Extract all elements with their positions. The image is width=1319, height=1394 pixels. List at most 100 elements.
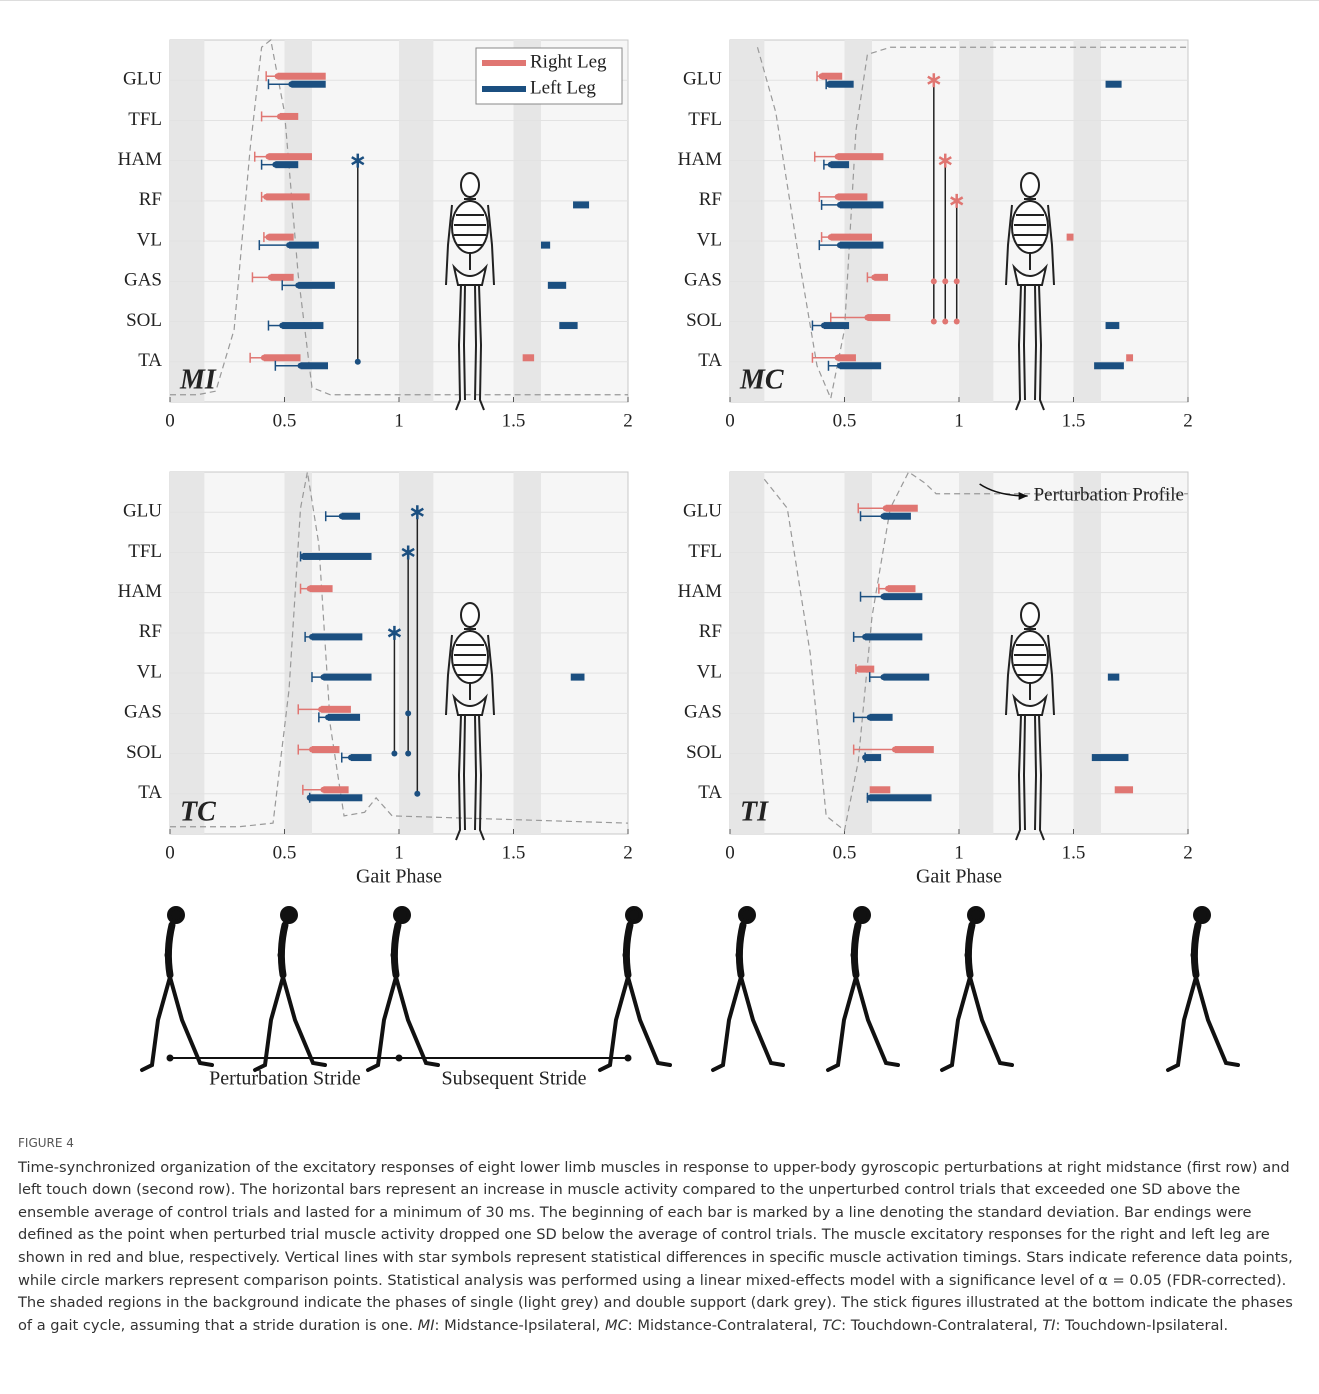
response-bar — [266, 193, 310, 200]
y-tick-label: RF — [699, 189, 722, 210]
comparison-point — [954, 319, 960, 325]
y-tick-label: TA — [698, 782, 722, 803]
response-bar — [303, 553, 372, 560]
x-tick-label: 1.5 — [1062, 410, 1086, 431]
response-bar — [1067, 234, 1074, 241]
stick-figure — [942, 908, 1012, 1070]
abbreviation: TC — [822, 1317, 841, 1334]
stick-figure — [600, 908, 670, 1070]
stick-figure — [368, 908, 438, 1070]
comparison-point — [414, 791, 420, 797]
double-support-band — [285, 472, 312, 834]
x-tick-label: 0 — [725, 410, 735, 431]
response-bar — [342, 513, 360, 520]
abbreviation: MI — [418, 1317, 435, 1334]
x-tick-label: 2 — [1183, 842, 1193, 863]
caption-text: Time-synchronized organization of the ex… — [18, 1159, 1293, 1334]
response-bar — [321, 706, 351, 713]
response-bar — [541, 242, 550, 249]
response-bar — [1126, 354, 1133, 361]
response-bar — [867, 314, 890, 321]
response-bar — [888, 585, 915, 592]
response-bar — [840, 362, 881, 369]
double-support-band — [1074, 40, 1101, 402]
top-rule — [0, 0, 1319, 1]
response-bar — [895, 746, 934, 753]
y-tick-label: RF — [139, 621, 162, 642]
x-tick-label: 2 — [1183, 410, 1193, 431]
response-bar — [1094, 362, 1124, 369]
stride-dot — [167, 1055, 174, 1062]
x-axis-label: Gait Phase — [356, 866, 442, 888]
y-tick-label: GLU — [683, 501, 722, 522]
response-bar — [280, 113, 298, 120]
response-bar — [275, 161, 298, 168]
response-bar — [312, 746, 339, 753]
response-bar — [323, 786, 348, 793]
response-bar — [328, 714, 360, 721]
double-support-band — [170, 40, 204, 402]
y-tick-label: TFL — [128, 109, 162, 130]
panel-label: MI — [179, 364, 217, 395]
x-tick-label: 1 — [954, 410, 964, 431]
stick-figure — [142, 908, 212, 1070]
response-bar — [838, 153, 884, 160]
stride-label: Subsequent Stride — [442, 1068, 587, 1090]
double-support-band — [959, 40, 993, 402]
comparison-point — [954, 278, 960, 284]
y-tick-label: SOL — [686, 310, 722, 331]
response-bar — [824, 322, 849, 329]
response-bar — [870, 794, 932, 801]
double-support-band — [959, 472, 993, 834]
y-tick-label: GLU — [123, 69, 162, 90]
response-bar — [571, 674, 585, 681]
response-bar — [548, 282, 566, 289]
response-bar — [1092, 754, 1129, 761]
x-tick-label: 0.5 — [273, 842, 297, 863]
x-tick-label: 1.5 — [502, 842, 526, 863]
abbreviation-text: : Midstance-Ipsilateral, — [435, 1317, 605, 1334]
response-bar — [840, 242, 884, 249]
y-tick-label: GAS — [124, 702, 162, 723]
y-tick-label: TFL — [128, 541, 162, 562]
comparison-point — [931, 278, 937, 284]
response-bar — [271, 274, 294, 281]
caption-body: Time-synchronized organization of the ex… — [18, 1157, 1304, 1338]
response-bar — [883, 674, 929, 681]
response-bar — [822, 73, 843, 80]
response-bar — [264, 354, 301, 361]
response-bar — [874, 274, 888, 281]
response-bar — [312, 633, 362, 640]
double-support-band — [730, 472, 764, 834]
double-support-band — [1074, 472, 1101, 834]
x-tick-label: 2 — [623, 410, 633, 431]
x-tick-label: 0 — [165, 410, 175, 431]
y-tick-label: RF — [139, 189, 162, 210]
response-bar — [268, 234, 293, 241]
double-support-band — [399, 40, 433, 402]
x-tick-label: 0 — [725, 842, 735, 863]
comparison-point — [405, 751, 411, 757]
response-bar — [268, 153, 312, 160]
response-bar — [870, 786, 891, 793]
stick-figure — [255, 908, 325, 1070]
caption-label: FIGURE 4 — [18, 1132, 1304, 1155]
annotation: Perturbation Profile — [1034, 484, 1184, 505]
legend-label: Left Leg — [530, 77, 596, 98]
y-tick-label: GAS — [684, 270, 722, 291]
y-tick-label: VL — [697, 229, 722, 250]
y-tick-label: TA — [138, 782, 162, 803]
x-tick-label: 1 — [954, 842, 964, 863]
response-bar — [523, 354, 534, 361]
response-bar — [886, 505, 918, 512]
comparison-point — [355, 359, 361, 365]
y-tick-label: SOL — [686, 742, 722, 763]
abbreviation: MC — [605, 1317, 628, 1334]
abbreviation-text: : Touchdown-Ipsilateral. — [1055, 1317, 1228, 1334]
response-bar — [870, 714, 893, 721]
y-tick-label: HAM — [678, 149, 722, 170]
response-bar — [831, 234, 872, 241]
comparison-point — [942, 278, 948, 284]
panel-label: TC — [180, 796, 216, 827]
